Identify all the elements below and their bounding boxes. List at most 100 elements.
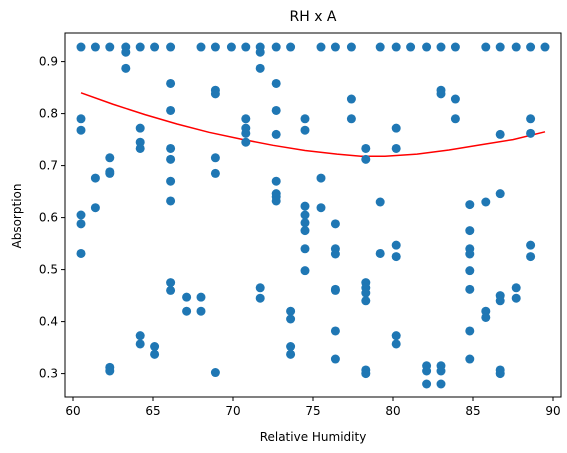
- scatter-point: [135, 123, 145, 133]
- scatter-point: [241, 114, 251, 124]
- scatter-point: [361, 154, 371, 164]
- scatter-point: [166, 154, 176, 164]
- scatter-point: [495, 296, 505, 306]
- y-tick-label: 0.3: [39, 367, 58, 381]
- x-tick-label: 65: [145, 404, 160, 418]
- scatter-point: [286, 314, 296, 324]
- scatter-point: [361, 143, 371, 153]
- scatter-point: [361, 296, 371, 306]
- x-tick-label: 80: [385, 404, 400, 418]
- scatter-point: [300, 125, 310, 135]
- scatter-point: [255, 47, 265, 57]
- y-tick-label: 0.7: [39, 159, 58, 173]
- y-tick-label: 0.6: [39, 211, 58, 225]
- scatter-point: [210, 153, 220, 163]
- scatter-point: [330, 285, 340, 295]
- scatter-point: [391, 240, 401, 250]
- scatter-point: [330, 354, 340, 364]
- scatter-point: [182, 292, 192, 302]
- scatter-point: [465, 326, 475, 336]
- scatter-point: [90, 42, 100, 52]
- scatter-point: [300, 210, 310, 220]
- scatter-point: [76, 125, 86, 135]
- scatter-point: [210, 168, 220, 178]
- scatter-point: [105, 168, 115, 178]
- scatter-point: [105, 153, 115, 163]
- scatter-point: [255, 63, 265, 73]
- scatter-point: [241, 137, 251, 147]
- scatter-point: [135, 42, 145, 52]
- x-tick-label: 75: [305, 404, 320, 418]
- scatter-point: [90, 173, 100, 183]
- scatter-point: [330, 249, 340, 259]
- scatter-point: [255, 293, 265, 303]
- scatter-point: [422, 42, 432, 52]
- scatter-point: [526, 240, 536, 250]
- scatter-point: [210, 89, 220, 99]
- scatter-point: [422, 379, 432, 389]
- scatter-point: [511, 42, 521, 52]
- scatter-point: [166, 78, 176, 88]
- scatter-point: [465, 284, 475, 294]
- scatter-point: [526, 114, 536, 124]
- scatter-point: [182, 306, 192, 316]
- scatter-point: [210, 42, 220, 52]
- scatter-points-layer: [76, 42, 550, 389]
- x-tick-label: 85: [465, 404, 480, 418]
- scatter-point: [255, 283, 265, 293]
- scatter-point: [495, 129, 505, 139]
- scatter-point: [286, 349, 296, 359]
- scatter-point: [375, 42, 385, 52]
- scatter-point: [481, 197, 491, 207]
- scatter-point: [166, 105, 176, 115]
- scatter-point: [105, 42, 115, 52]
- scatter-point: [90, 203, 100, 213]
- scatter-point: [391, 123, 401, 133]
- y-tick-label: 0.5: [39, 263, 58, 277]
- x-axis-label: Relative Humidity: [260, 430, 367, 444]
- scatter-point: [300, 201, 310, 211]
- scatter-point: [271, 196, 281, 206]
- scatter-point: [436, 366, 446, 376]
- scatter-point: [271, 78, 281, 88]
- x-tick-label: 60: [65, 404, 80, 418]
- scatter-point: [346, 114, 356, 124]
- scatter-point: [481, 306, 491, 316]
- scatter-point: [465, 226, 475, 236]
- scatter-point: [105, 366, 115, 376]
- scatter-point: [121, 63, 131, 73]
- scatter-point: [526, 42, 536, 52]
- scatter-point: [316, 173, 326, 183]
- scatter-point: [166, 143, 176, 153]
- scatter-point: [361, 288, 371, 298]
- scatter-point: [316, 203, 326, 213]
- fit-curve-line: [80, 92, 546, 157]
- scatter-point: [330, 42, 340, 52]
- scatter-point: [300, 114, 310, 124]
- scatter-point: [166, 285, 176, 295]
- scatter-point: [196, 306, 206, 316]
- scatter-point: [391, 42, 401, 52]
- scatter-point: [330, 326, 340, 336]
- scatter-point: [346, 42, 356, 52]
- scatter-point: [300, 226, 310, 236]
- scatter-point: [300, 244, 310, 254]
- scatter-point: [76, 248, 86, 258]
- scatter-point: [495, 369, 505, 379]
- scatter-point: [271, 42, 281, 52]
- scatter-point: [210, 368, 220, 378]
- scatter-point: [375, 248, 385, 258]
- y-axis-ticks: 0.3 0.4 0.5 0.6 0.7 0.8 0.9: [39, 55, 65, 381]
- scatter-point: [406, 42, 416, 52]
- scatter-point: [271, 105, 281, 115]
- scatter-point: [330, 219, 340, 229]
- scatter-point: [495, 42, 505, 52]
- scatter-point: [286, 342, 296, 352]
- plot-area-frame: [64, 32, 562, 398]
- scatter-point: [481, 42, 491, 52]
- scatter-point: [511, 293, 521, 303]
- scatter-point: [465, 200, 475, 210]
- fit-curve-layer: [80, 92, 546, 157]
- x-tick-label: 90: [545, 404, 560, 418]
- scatter-point: [526, 128, 536, 138]
